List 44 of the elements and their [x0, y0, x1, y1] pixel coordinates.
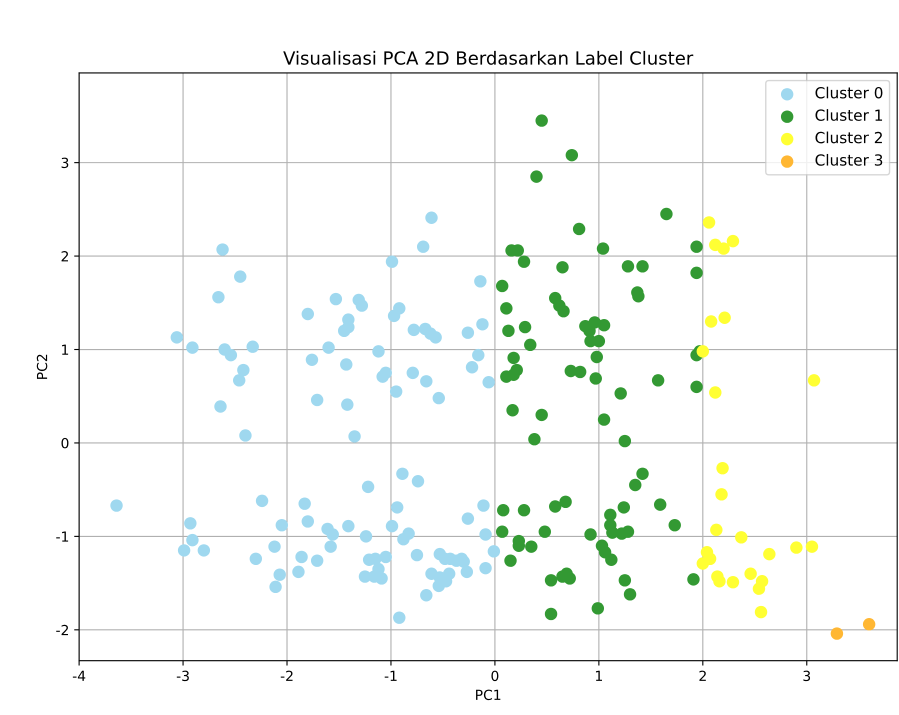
chart-title: Visualisasi PCA 2D Berdasarkan Label Cluster	[283, 50, 694, 65]
point	[752, 582, 766, 595]
x-tick-label: 2	[699, 670, 706, 681]
point	[862, 618, 876, 630]
x-axis-title: PC1	[476, 690, 500, 700]
point	[702, 216, 716, 229]
point	[754, 606, 768, 618]
y-tick-label: -2	[56, 624, 68, 636]
x-tick-label: -3	[176, 670, 189, 682]
x-tick-label: -1	[384, 670, 397, 681]
y-tick-label: 0	[61, 438, 68, 448]
x-tick-label: 0	[491, 670, 498, 682]
point	[806, 540, 818, 553]
point	[704, 315, 718, 328]
point	[763, 548, 776, 560]
point	[717, 242, 730, 255]
legend-label: Cluster 1	[816, 109, 882, 121]
point	[709, 386, 722, 399]
point	[726, 234, 740, 248]
point	[830, 627, 844, 640]
point	[790, 541, 803, 554]
point	[716, 462, 729, 474]
point	[726, 576, 740, 588]
point	[808, 374, 820, 387]
point	[710, 524, 723, 536]
legend-label: Cluster 3	[816, 154, 882, 166]
point	[696, 345, 710, 358]
point	[713, 575, 726, 588]
y-tick-label: 3	[62, 158, 68, 168]
legend-label: Cluster 0	[816, 86, 882, 99]
y-tick-label: 2	[62, 251, 68, 262]
x-tick-label: 3	[803, 670, 810, 682]
legend-label: Cluster 2	[816, 132, 882, 144]
y-tick-label: 1	[62, 344, 68, 355]
y-tick-label: -1	[56, 532, 68, 542]
point	[735, 531, 748, 544]
point	[696, 557, 710, 570]
point	[718, 312, 731, 324]
point	[715, 488, 728, 501]
x-tick-label: 1	[596, 670, 602, 681]
y-axis-title: PC2	[36, 354, 48, 379]
x-tick-label: -4	[72, 670, 86, 681]
point	[744, 568, 757, 580]
x-tick-label: -2	[280, 670, 293, 681]
